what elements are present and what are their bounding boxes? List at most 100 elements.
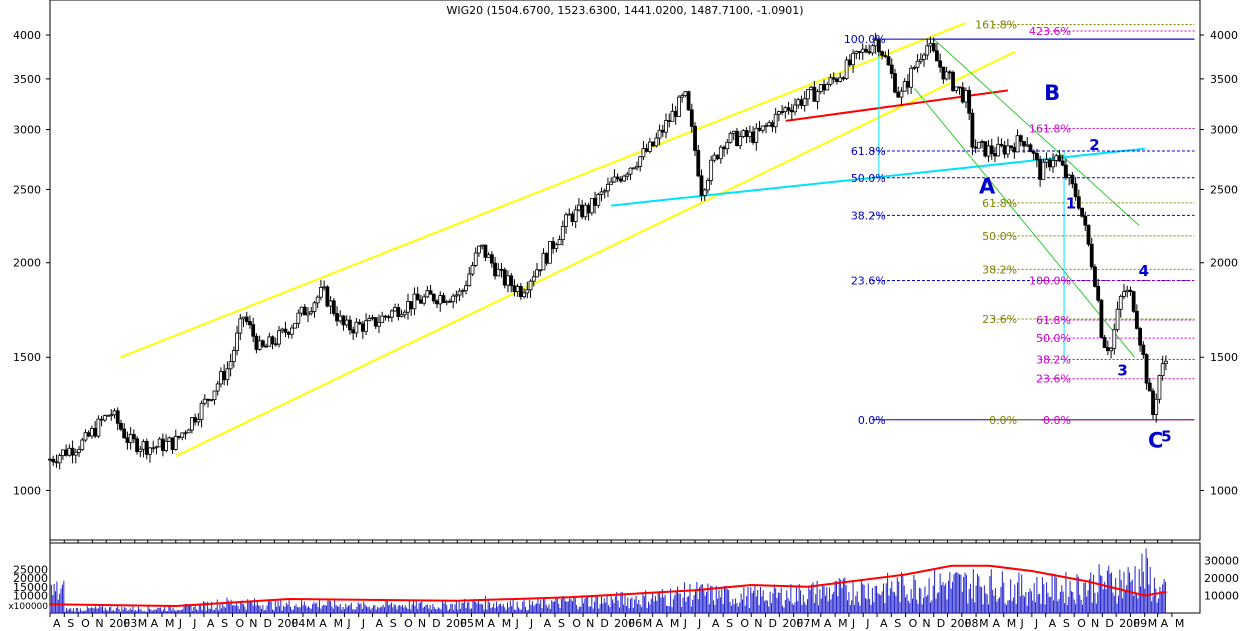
candle-body (451, 295, 456, 302)
candle-body (541, 253, 546, 271)
candle-body (483, 244, 488, 258)
x-tick-label: A (376, 617, 384, 630)
candle-body (128, 434, 133, 443)
y-tick-label-right: 3500 (1210, 73, 1238, 86)
magenta-extension-label: 61.8% (1036, 314, 1071, 327)
candle-body (1122, 291, 1126, 297)
candle-body (364, 320, 368, 332)
candle-body (812, 86, 817, 102)
candle-body (806, 89, 810, 100)
candle-body (915, 60, 920, 68)
x-tick-label: A (712, 617, 720, 630)
x-tick-label: J (1020, 617, 1024, 630)
x-tick-label: S (726, 617, 733, 630)
y-tick-label-right: 1500 (1210, 351, 1238, 364)
x-tick-label: N (95, 617, 103, 630)
candle-body (148, 447, 152, 455)
candle-body (773, 113, 778, 128)
candle-body (838, 77, 843, 82)
candle-body (957, 86, 962, 89)
candle-body (348, 319, 352, 331)
fibonacci-levels: 100.0%61.8%50.0%38.2%23.6%0.0%161.8%61.8… (844, 19, 1195, 427)
candle-body (80, 439, 85, 450)
candle-body (599, 191, 604, 195)
candle-body (438, 295, 443, 305)
candle-body (999, 143, 1004, 147)
candle-body (61, 449, 65, 457)
candle-body (776, 111, 781, 115)
candle-body (283, 328, 288, 333)
candle-body (1160, 363, 1165, 376)
x-tick-label: D (264, 617, 272, 630)
x-tick-label: M (1007, 617, 1017, 630)
candle-body (767, 122, 772, 127)
candle-body (1057, 155, 1062, 162)
volume-tick-left: 25000 (13, 563, 48, 576)
candle-body (660, 129, 665, 133)
blue-retracement-label: 50.0% (851, 172, 886, 185)
candle-body (557, 239, 562, 246)
x-tick-label: F (628, 617, 634, 630)
x-tick-label: M (475, 617, 485, 630)
candle-body (647, 141, 652, 152)
wave-label: 2 (1089, 136, 1099, 154)
candle-body (718, 146, 723, 160)
candle-body (625, 173, 630, 177)
candle-body (547, 241, 552, 264)
candle-body (825, 84, 830, 91)
candle-body (367, 318, 372, 322)
x-tick-label: A (319, 617, 327, 630)
x-tick-label: O (1077, 617, 1086, 630)
x-tick-label: F (292, 617, 298, 630)
blue-retracement-label: 0.0% (858, 414, 886, 427)
volume-tick-right: 20000 (1204, 572, 1239, 585)
candle-body (296, 312, 301, 324)
candle-body (467, 273, 472, 287)
candle-body (373, 317, 378, 327)
candle-body (747, 131, 752, 138)
candle-body (312, 302, 317, 312)
olive-extension-label: 38.2% (982, 263, 1017, 276)
candle-body (331, 300, 336, 314)
olive-extension-label: 161.8% (975, 19, 1017, 32)
candle-body (657, 129, 662, 139)
candle-body (157, 438, 162, 448)
candle-body (54, 461, 59, 464)
candle-body (980, 141, 984, 144)
candle-body (802, 98, 807, 106)
y-tick-label-right: 3000 (1210, 124, 1238, 137)
candle-body (735, 130, 739, 146)
candle-body (509, 275, 514, 287)
candle-body (818, 84, 823, 92)
candle-body (689, 109, 694, 127)
x-tick-label: A (151, 617, 159, 630)
candle-body (225, 368, 230, 381)
x-tick-label: O (572, 617, 581, 630)
candle-body (106, 414, 110, 417)
candle-body (1051, 159, 1055, 168)
candle-body (328, 300, 333, 307)
candle-body (219, 371, 223, 385)
candle-body (209, 399, 214, 402)
candle-body (586, 204, 591, 214)
candle-body (935, 50, 939, 62)
candle-body (418, 299, 423, 304)
candle-body (190, 417, 194, 431)
x-tick-label: F (965, 617, 971, 630)
candle-body (664, 120, 668, 133)
x-tick-label: M (838, 617, 848, 630)
candle-body (986, 145, 991, 157)
candle-body (57, 455, 62, 464)
candle-body (122, 428, 127, 439)
x-tick-label: A (992, 617, 1000, 630)
candle-body (596, 194, 601, 206)
candle-body (741, 130, 746, 137)
wave-label: A (979, 174, 996, 198)
candle-body (1073, 183, 1078, 198)
x-tick-label: J (178, 617, 182, 630)
candle-body (570, 213, 575, 222)
candle-body (164, 440, 169, 451)
candle-body (1012, 147, 1017, 153)
candle-body (335, 313, 339, 322)
candle-body (954, 86, 959, 91)
